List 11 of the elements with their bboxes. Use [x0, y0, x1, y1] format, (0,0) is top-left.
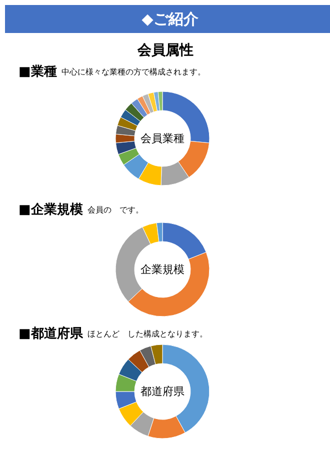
chart-subtitle: ほとんど した構成となります。 [88, 330, 208, 338]
text: 会員属性 [136, 42, 194, 58]
chart-subtitle: 中心に様々な業種の方で構成されます。 [62, 68, 206, 76]
chart-subtitle: 会員の です。 [88, 206, 144, 214]
text: 会員業種 [140, 132, 184, 145]
chart-title: ■企業規模 [18, 202, 83, 218]
chart-title: ■都道府県 [18, 326, 84, 342]
text: 企業規模 [140, 263, 184, 276]
text: ◆ご紹介 [142, 9, 198, 30]
chart-title: ■業種 [18, 64, 57, 80]
text: 都道府県 [140, 385, 184, 398]
